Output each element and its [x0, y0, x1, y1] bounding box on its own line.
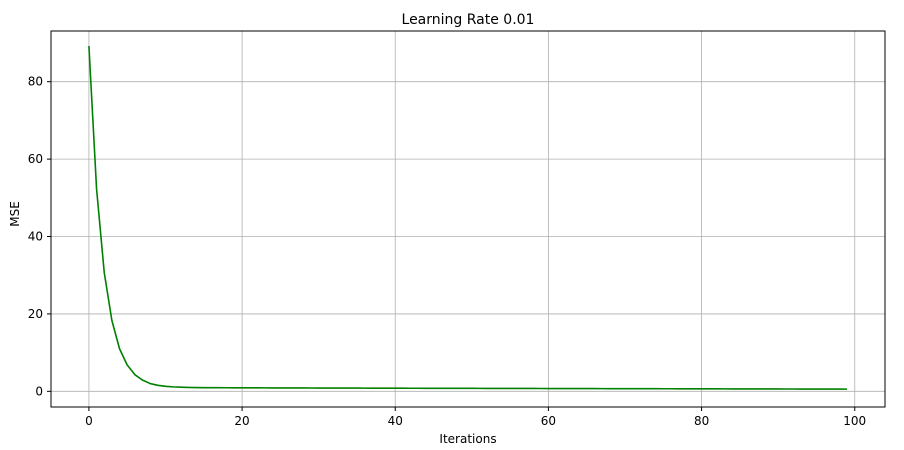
y-tick-label: 60: [28, 152, 43, 166]
y-tick-label: 0: [35, 384, 43, 398]
chart-title: Learning Rate 0.01: [402, 12, 535, 28]
x-tick-label: 40: [388, 414, 403, 428]
x-tick-label: 60: [541, 414, 556, 428]
plot-frame: [50, 30, 886, 408]
x-tick-label: 100: [843, 414, 866, 428]
x-axis-label: Iterations: [439, 432, 496, 446]
y-tick-label: 40: [28, 230, 43, 244]
y-ticks: 0 20 40 60 80: [28, 75, 51, 398]
x-ticks: 0 20 40 60 80 100: [85, 407, 866, 428]
grid: [51, 31, 885, 407]
series-group: [88, 46, 848, 390]
mse-series-line: [88, 46, 848, 390]
x-tick-label: 20: [234, 414, 249, 428]
y-axis-label: MSE: [8, 201, 22, 227]
x-tick-label: 0: [85, 414, 93, 428]
x-tick-label: 80: [694, 414, 709, 428]
y-tick-label: 80: [28, 75, 43, 89]
y-tick-label: 20: [28, 307, 43, 321]
